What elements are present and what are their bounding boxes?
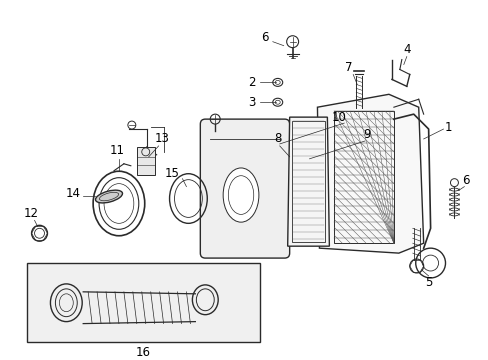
Text: 1: 1 [444, 121, 451, 134]
Text: 6: 6 [462, 174, 469, 187]
Text: 16: 16 [135, 346, 150, 359]
Text: 11: 11 [109, 144, 124, 157]
Bar [291, 121, 325, 242]
Text: 14: 14 [65, 187, 81, 200]
Ellipse shape [95, 190, 122, 203]
Text: 9: 9 [363, 127, 370, 140]
Bar [26, 263, 259, 342]
Text: 4: 4 [402, 43, 410, 56]
Bar [334, 111, 393, 243]
Ellipse shape [223, 168, 258, 222]
Text: 3: 3 [248, 96, 255, 109]
Text: 2: 2 [248, 76, 255, 89]
Text: 6: 6 [261, 31, 268, 44]
Text: 7: 7 [345, 61, 352, 74]
Bar [137, 147, 154, 175]
Text: 12: 12 [24, 207, 39, 220]
Text: 13: 13 [155, 132, 170, 145]
Text: 8: 8 [273, 132, 281, 145]
Text: 10: 10 [331, 111, 346, 123]
Text: 5: 5 [424, 276, 431, 289]
Polygon shape [317, 94, 423, 253]
FancyBboxPatch shape [200, 119, 289, 258]
Text: 15: 15 [165, 167, 180, 180]
Polygon shape [287, 117, 329, 246]
